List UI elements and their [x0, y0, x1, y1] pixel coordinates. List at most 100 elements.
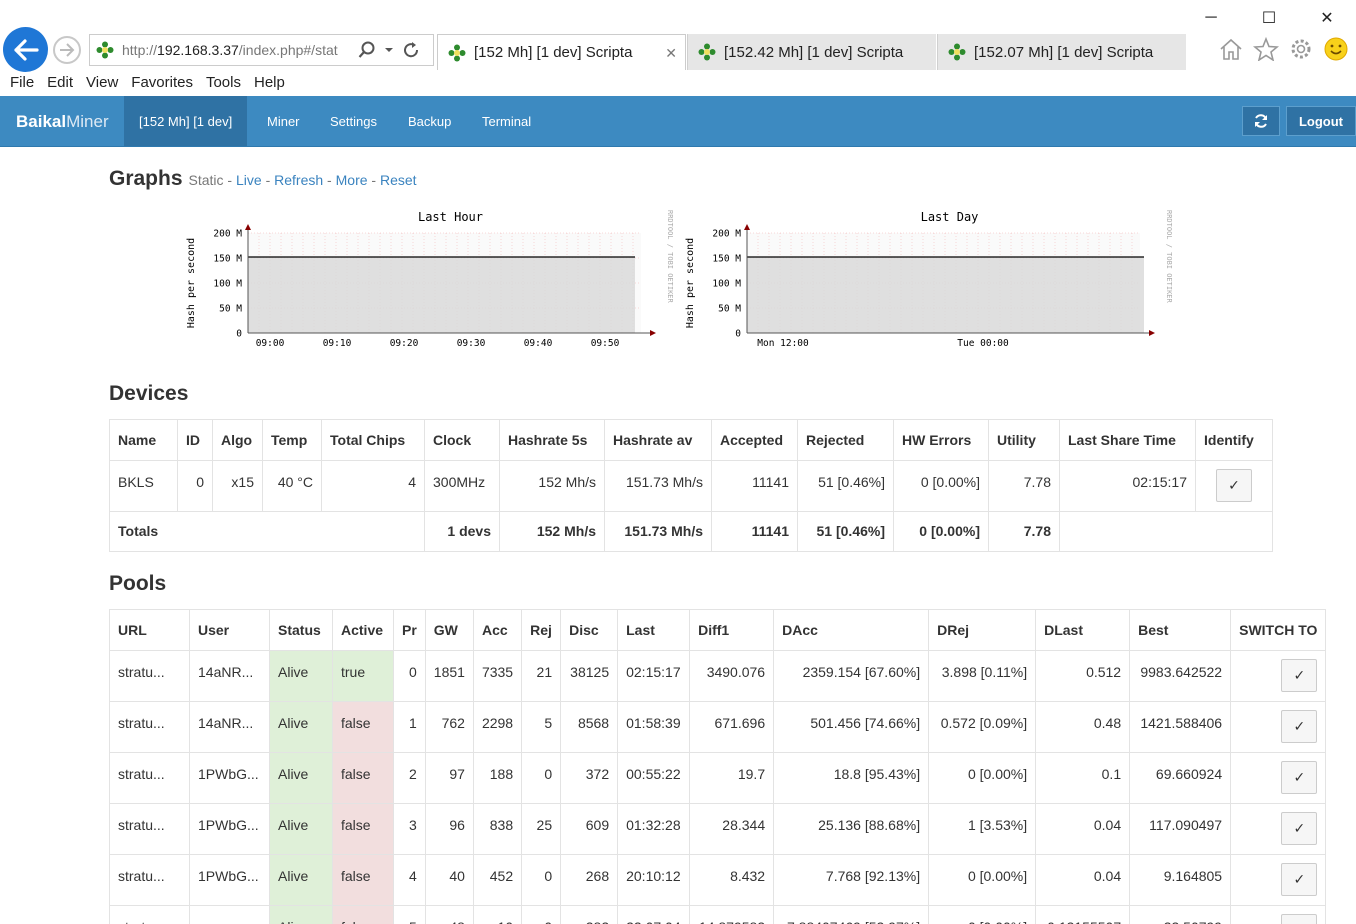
identify-cell: ✓ — [1195, 460, 1273, 512]
close-window-icon[interactable]: ✕ — [1320, 10, 1334, 27]
x-axis-arrow — [650, 330, 656, 336]
table-cell: 0 — [521, 752, 562, 804]
menu-favorites[interactable]: Favorites — [131, 74, 193, 91]
forward-button[interactable] — [53, 36, 81, 64]
nav-terminal[interactable]: Terminal — [482, 113, 532, 129]
y-tick-label: 0 — [735, 329, 741, 340]
identify-button[interactable]: ✓ — [1216, 469, 1252, 502]
live-link[interactable]: Live — [236, 172, 262, 188]
table-cell: 2298 — [472, 701, 523, 753]
column-header: Hashrate av — [604, 419, 712, 461]
address-bar[interactable]: http://192.168.3.37/index.php#/stat — [89, 34, 434, 66]
maximize-icon[interactable]: ☐ — [1261, 10, 1277, 27]
x-tick-label: 09:40 — [524, 338, 553, 349]
more-link[interactable]: More — [335, 172, 368, 188]
menu-tools[interactable]: Tools — [205, 74, 241, 91]
minimize-icon[interactable]: ─ — [1205, 9, 1217, 26]
last-day-graph: Last Day Hash per second RRDTOOL / TOBI OE… — [685, 210, 1173, 349]
nav-status[interactable]: [152 Mh] [1 dev] — [124, 96, 248, 146]
home-icon[interactable] — [1218, 37, 1244, 61]
table-cell: 609 — [560, 803, 619, 855]
column-header: DAcc — [773, 609, 930, 651]
url-host: 192.168.3.37 — [157, 42, 239, 58]
menu-help[interactable]: Help — [254, 74, 285, 91]
tab-3[interactable]: [152.07 Mh] [1 dev] Scripta — [937, 34, 1186, 70]
tab-2[interactable]: [152.42 Mh] [1 dev] Scripta — [687, 34, 936, 70]
switch-pool-button[interactable]: ✓ — [1281, 914, 1318, 924]
table-cell: 1421.588406 — [1129, 701, 1232, 753]
refresh-icon[interactable] — [402, 41, 420, 59]
column-header: Last — [617, 609, 691, 651]
switch-pool-button[interactable]: ✓ — [1281, 863, 1318, 896]
column-header: DLast — [1035, 609, 1131, 651]
switch-pool-button[interactable]: ✓ — [1281, 659, 1318, 692]
table-row: stratu... Alivefalse54810028222:07:0414.8… — [109, 905, 1327, 924]
menu-edit[interactable]: Edit — [47, 74, 74, 91]
column-header: Rej — [521, 609, 562, 651]
table-cell: 0 [0.00%] — [928, 854, 1037, 906]
switch-pool-button[interactable]: ✓ — [1281, 710, 1318, 743]
table-cell — [189, 905, 270, 924]
switch-pool-button[interactable]: ✓ — [1281, 812, 1318, 845]
reload-button[interactable] — [1242, 106, 1280, 136]
table-cell: 14aNR... — [189, 650, 270, 702]
table-cell: 18.8 [95.43%] — [773, 752, 930, 804]
table-cell: x15 — [212, 460, 263, 512]
close-tab-icon[interactable]: ✕ — [665, 45, 677, 61]
table-cell: 3 — [393, 803, 426, 855]
table-cell: Alive — [269, 752, 333, 804]
totals-cell: 11141 — [711, 511, 798, 552]
menu-view[interactable]: View — [86, 74, 119, 91]
url-path: /index.php#/stat — [238, 42, 338, 58]
app-navbar: BaikalMiner [152 Mh] [1 dev] Miner Setti… — [0, 96, 1356, 147]
y-tick-label: 0 — [236, 329, 242, 340]
reset-link[interactable]: Reset — [379, 172, 417, 188]
nav-miner[interactable]: Miner — [267, 113, 300, 129]
totals-cell: 51 [0.46%] — [797, 511, 894, 552]
x-tick-label: 09:10 — [323, 338, 352, 349]
url-text[interactable]: http://192.168.3.37/index.php#/stat — [122, 42, 354, 58]
nav-backup[interactable]: Backup — [408, 113, 452, 129]
x-tick-label: 09:20 — [390, 338, 419, 349]
favorites-star-icon[interactable] — [1253, 37, 1279, 61]
column-header: Clock — [424, 419, 500, 461]
table-row: stratu... 1PWbG... Alive false 4 40 452 0 268 20:… — [109, 854, 1327, 906]
table-cell: 20:10:12 — [617, 854, 691, 906]
totals-cell: 7.78 — [988, 511, 1060, 552]
table-cell: 97 — [424, 752, 474, 804]
pools-table: URL User Status Active Pr GW Acc Rej Disc Last Dif… — [109, 609, 1327, 924]
y-tick-label: 100 M — [712, 279, 741, 290]
chevron-down-icon[interactable] — [384, 46, 394, 54]
column-header: GW — [424, 609, 474, 651]
last-hour-graph: Last Hour Hash per second RRDTOOL / TOBI O… — [186, 210, 674, 349]
totals-row: Totals 1 devs 152 Mh/s 151.73 Mh/s 11141 51 [… — [109, 511, 1273, 552]
hashrate-area — [248, 257, 635, 333]
table-cell: 33.50799 — [1129, 905, 1232, 924]
column-header: User — [189, 609, 270, 651]
window-controls: ─ ☐ ✕ — [1182, 0, 1356, 36]
menu-file[interactable]: File — [10, 74, 35, 91]
column-header: Disc — [560, 609, 619, 651]
tab-1[interactable]: [152 Mh] [1 dev] Scripta ✕ — [437, 34, 686, 70]
column-header: Total Chips — [321, 419, 425, 461]
table-cell: 02:15:17 — [1059, 460, 1196, 512]
table-cell: 14aNR... — [189, 701, 270, 753]
refresh-link[interactable]: Refresh — [274, 172, 324, 188]
nav-settings[interactable]: Settings — [330, 113, 377, 129]
gear-icon[interactable] — [1288, 37, 1314, 61]
column-header: Best — [1129, 609, 1232, 651]
switch-cell: ✓ — [1230, 803, 1327, 855]
table-cell: 4 — [393, 854, 426, 906]
logout-button[interactable]: Logout — [1286, 106, 1356, 136]
switch-pool-button[interactable]: ✓ — [1281, 761, 1318, 794]
column-header: ID — [177, 419, 213, 461]
table-cell: 0 — [393, 650, 426, 702]
search-icon[interactable] — [358, 41, 376, 59]
smiley-feedback-icon[interactable] — [1323, 36, 1349, 62]
column-header: Utility — [988, 419, 1060, 461]
back-button[interactable] — [3, 27, 48, 72]
table-cell: 19.7 — [689, 752, 775, 804]
table-cell: 0.1 — [1035, 752, 1131, 804]
table-row: stratu... 14aNR... Alive true 0 1851 7335 21 381… — [109, 650, 1327, 702]
brand-logo[interactable]: BaikalMiner — [16, 112, 109, 132]
